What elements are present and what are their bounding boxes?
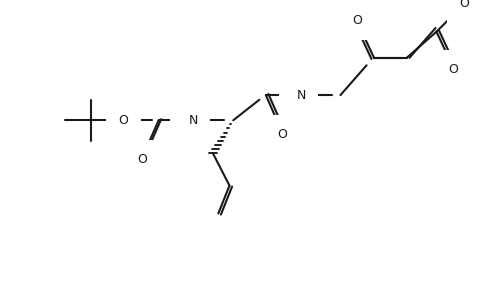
- Text: N: N: [296, 89, 306, 101]
- Text: O: O: [460, 0, 469, 10]
- Text: H: H: [291, 81, 300, 94]
- Text: O: O: [448, 63, 458, 75]
- Text: H: H: [183, 106, 192, 119]
- Text: O: O: [137, 153, 147, 166]
- Text: O: O: [278, 128, 287, 141]
- Text: O: O: [352, 14, 362, 27]
- Text: N: N: [188, 114, 198, 127]
- Text: O: O: [118, 114, 128, 127]
